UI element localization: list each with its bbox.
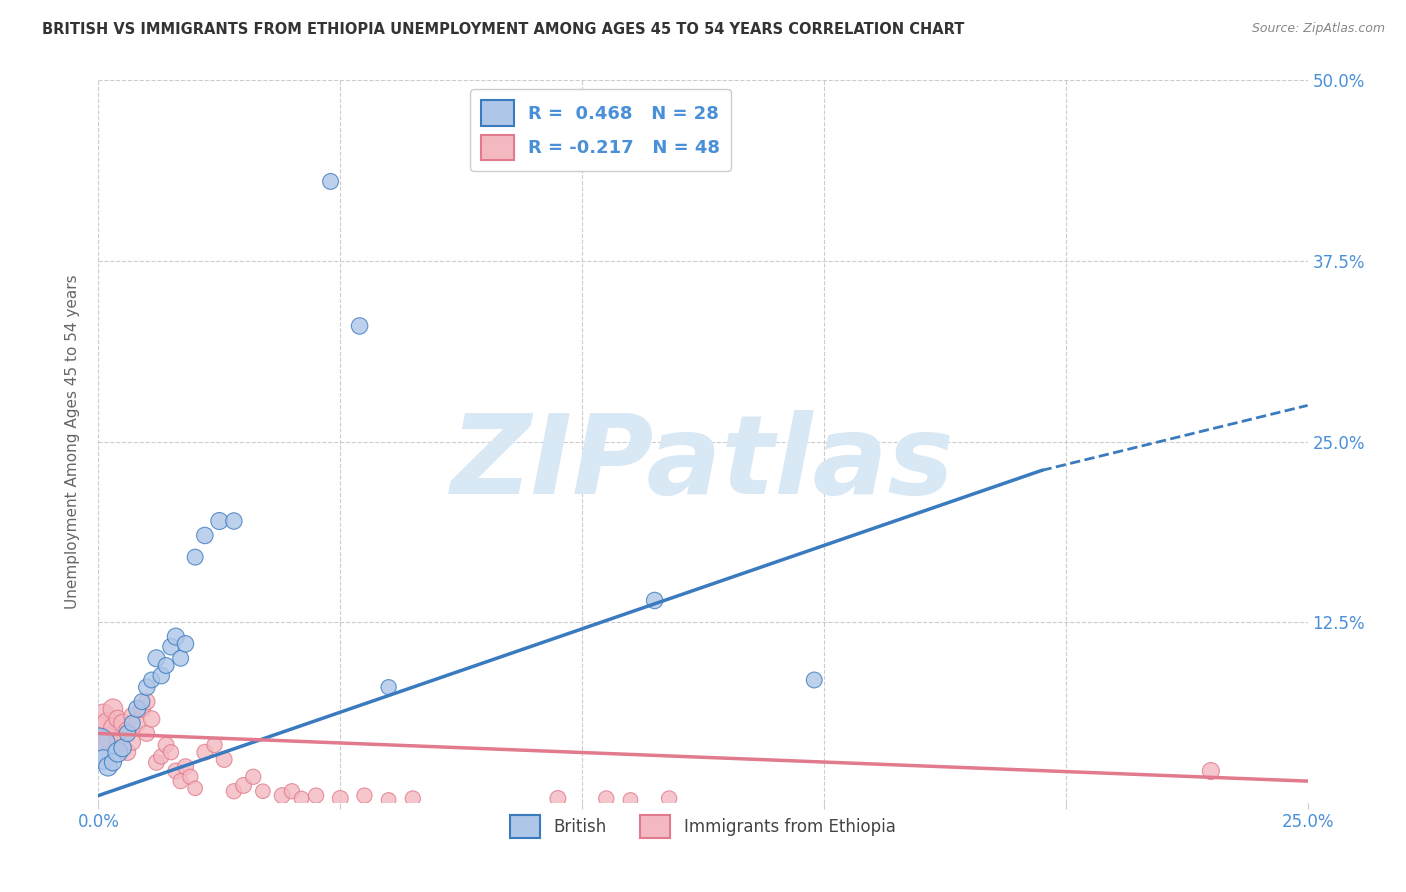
Point [91, 752, 114, 766]
Text: BRITISH VS IMMIGRANTS FROM ETHIOPIA UNEMPLOYMENT AMONG AGES 45 TO 54 YEARS CORRE: BRITISH VS IMMIGRANTS FROM ETHIOPIA UNEM… [42, 22, 965, 37]
Point [222, 514, 245, 528]
Point [111, 716, 134, 731]
Point [290, 791, 312, 805]
Point [111, 740, 134, 755]
Point [127, 716, 149, 731]
Text: ZIPatlas: ZIPatlas [451, 409, 955, 516]
Point [107, 712, 129, 726]
Point [135, 726, 157, 740]
Point [117, 745, 139, 759]
Point [135, 695, 157, 709]
Point [150, 749, 173, 764]
Point [204, 738, 226, 752]
Point [121, 735, 143, 749]
Point [271, 789, 294, 803]
Point [155, 658, 177, 673]
Point [141, 712, 163, 726]
Point [107, 735, 129, 749]
Point [87, 738, 110, 752]
Point [208, 514, 231, 528]
Point [212, 752, 235, 766]
Point [402, 791, 425, 805]
Point [803, 673, 825, 687]
Point [174, 637, 197, 651]
Point [131, 702, 153, 716]
Point [107, 745, 129, 759]
Point [121, 716, 143, 731]
Point [174, 760, 197, 774]
Point [127, 702, 149, 716]
Point [97, 731, 120, 745]
Point [101, 721, 124, 735]
Point [222, 784, 245, 798]
Point [184, 781, 207, 796]
Y-axis label: Unemployment Among Ages 45 to 54 years: Unemployment Among Ages 45 to 54 years [65, 274, 80, 609]
Point [121, 709, 143, 723]
Point [194, 745, 217, 759]
Point [160, 640, 183, 654]
Point [155, 738, 177, 752]
Point [97, 760, 120, 774]
Point [194, 528, 217, 542]
Point [377, 680, 399, 694]
Point [184, 550, 207, 565]
Point [101, 756, 124, 770]
Point [111, 740, 134, 755]
Point [165, 630, 187, 644]
Point [232, 779, 254, 793]
Point [281, 784, 304, 798]
Point [547, 791, 569, 805]
Point [644, 593, 666, 607]
Point [319, 174, 342, 188]
Point [1199, 764, 1222, 778]
Point [91, 709, 114, 723]
Point [150, 668, 173, 682]
Point [141, 673, 163, 687]
Point [117, 726, 139, 740]
Point [169, 774, 191, 789]
Point [165, 764, 187, 778]
Point [179, 770, 201, 784]
Legend: British, Immigrants from Ethiopia: British, Immigrants from Ethiopia [503, 808, 903, 845]
Point [97, 716, 120, 731]
Point [242, 770, 264, 784]
Point [87, 726, 110, 740]
Point [135, 680, 157, 694]
Point [145, 651, 167, 665]
Text: Source: ZipAtlas.com: Source: ZipAtlas.com [1251, 22, 1385, 36]
Point [101, 702, 124, 716]
Point [595, 791, 617, 805]
Point [117, 723, 139, 738]
Point [145, 756, 167, 770]
Point [160, 745, 183, 759]
Point [353, 789, 375, 803]
Point [305, 789, 328, 803]
Point [329, 791, 352, 805]
Point [377, 793, 399, 807]
Point [131, 695, 153, 709]
Point [252, 784, 274, 798]
Point [619, 793, 641, 807]
Point [658, 791, 681, 805]
Point [169, 651, 191, 665]
Point [349, 318, 371, 333]
